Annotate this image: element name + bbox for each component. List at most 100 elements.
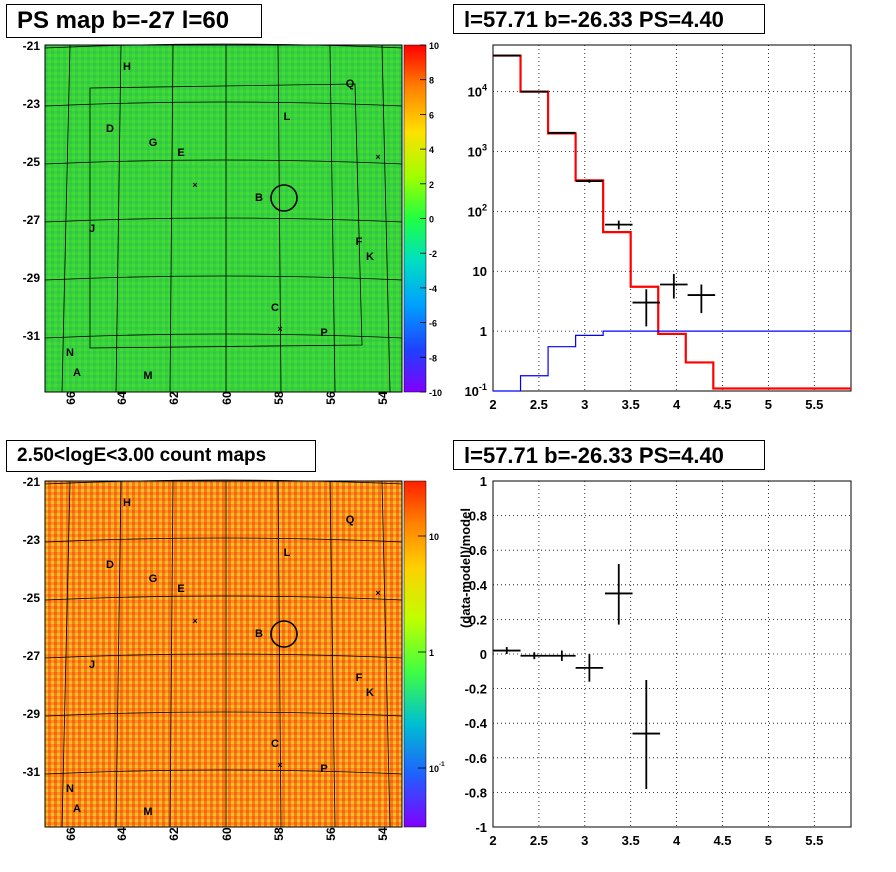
count-map-frame xyxy=(44,480,403,828)
source-label: F xyxy=(356,672,363,684)
y-tick-label: -21 xyxy=(23,39,41,53)
residual-y-axis-label: (data-model)/model xyxy=(458,508,473,628)
x-tick-label: 66 xyxy=(64,391,78,405)
source-label: E xyxy=(177,583,184,595)
spectrum-y-tick-label: 103 xyxy=(467,142,487,159)
spectrum-background-line xyxy=(493,330,851,392)
x-tick-label: 54 xyxy=(376,827,390,841)
residual-y-tick-label: -0.6 xyxy=(465,751,487,766)
colorbar-tick-label: -4 xyxy=(429,284,437,294)
colorbar-tick-label: 10 xyxy=(429,41,439,51)
x-tick-label: 66 xyxy=(64,827,78,841)
residual-x-tick-label: 5.5 xyxy=(805,833,823,848)
source-label: Q xyxy=(346,514,355,526)
y-tick-label: -23 xyxy=(23,533,41,547)
spectrum-y-tick-label: 104 xyxy=(467,83,487,100)
spectrum-x-tick-label: 2.5 xyxy=(530,397,548,412)
y-tick-label: -21 xyxy=(23,475,41,489)
spectrum-title: l=57.71 b=-26.33 PS=4.40 xyxy=(453,4,765,34)
y-tick-label: -23 xyxy=(23,97,41,111)
residual-y-tick-label: 0.8 xyxy=(469,509,487,524)
residual-x-tick-label: 2.5 xyxy=(530,833,548,848)
source-label: A xyxy=(73,367,81,379)
source-label: G xyxy=(149,137,158,149)
residual-x-tick-label: 2 xyxy=(489,833,496,848)
y-tick-label: -25 xyxy=(23,591,41,605)
x-tick-label: 62 xyxy=(167,391,181,405)
ps-map-title: PS map b=-27 l=60 xyxy=(6,4,262,38)
source-marker: × xyxy=(192,180,197,190)
source-label: G xyxy=(149,573,158,585)
source-label: C xyxy=(271,738,279,750)
residual-x-tick-label: 3.5 xyxy=(622,833,640,848)
source-label: Q xyxy=(346,78,355,90)
source-label: N xyxy=(66,783,74,795)
source-label: E xyxy=(177,147,184,159)
source-label: K xyxy=(366,687,374,699)
x-tick-label: 54 xyxy=(376,391,390,405)
source-marker: × xyxy=(375,588,380,598)
source-label: K xyxy=(366,251,374,263)
source-label: D xyxy=(106,123,114,135)
residual-y-tick-label: -0.2 xyxy=(465,682,487,697)
residual-y-tick-label: 0.4 xyxy=(469,578,488,593)
residual-x-tick-label: 5 xyxy=(765,833,772,848)
source-label: B xyxy=(255,192,263,204)
residual-x-tick-label: 4 xyxy=(673,833,681,848)
y-tick-label: -27 xyxy=(23,649,41,663)
spectrum-frame xyxy=(492,44,852,392)
residual-x-tick-label: 3 xyxy=(581,833,588,848)
colorbar-tick-label: 8 xyxy=(429,76,434,86)
spectrum-y-tick-label: 10 xyxy=(473,264,487,279)
source-label: C xyxy=(271,302,279,314)
residual-y-tick-label: -0.8 xyxy=(465,785,487,800)
count-map-title: 2.50<logE<3.00 count maps xyxy=(6,440,316,472)
residual-x-tick-label: 4.5 xyxy=(713,833,731,848)
x-tick-label: 56 xyxy=(324,827,338,841)
source-marker: × xyxy=(192,616,197,626)
count-map-y-ticks: -21 -23 -25 -27 -29 -31 xyxy=(23,475,41,779)
colorbar-tick-label: -6 xyxy=(429,319,437,329)
ps-map-heatmap xyxy=(45,45,402,392)
y-tick-label: -31 xyxy=(23,329,41,343)
count-map-x-ticks: 66 64 62 60 58 56 54 xyxy=(64,827,390,841)
colorbar-tick-label: 10 xyxy=(429,532,439,542)
source-marker: × xyxy=(277,324,282,334)
x-tick-label: 60 xyxy=(220,827,234,841)
colorbar-tick-label: -2 xyxy=(429,249,437,259)
spectrum-x-tick-label: 5.5 xyxy=(805,397,823,412)
count-map-source-labels: H Q L D G E B J FK C P NA M × × × xyxy=(66,497,381,818)
source-marker: × xyxy=(277,760,282,770)
spectrum-x-tick-label: 2 xyxy=(489,397,496,412)
source-label: M xyxy=(143,806,152,818)
y-tick-label: -25 xyxy=(23,155,41,169)
colorbar-tick-label: 1 xyxy=(429,648,434,658)
x-tick-label: 64 xyxy=(115,391,129,405)
spectrum-y-tick-label: 102 xyxy=(467,202,487,219)
spectrum-y-tick-label: 1 xyxy=(480,324,487,339)
count-map-panel: 10 1 10-1 66 64 62 60 58 56 54 -21 -23 -25 -27 -29 -3… xyxy=(23,475,445,841)
source-label: B xyxy=(255,628,263,640)
source-label: L xyxy=(284,547,291,559)
y-tick-label: -29 xyxy=(23,707,41,721)
spectrum-x-tick-label: 4 xyxy=(673,397,681,412)
x-tick-label: 62 xyxy=(167,827,181,841)
spectrum-y-tick-label: 10-1 xyxy=(464,382,487,399)
residual-title: l=57.71 b=-26.33 PS=4.40 xyxy=(453,440,765,470)
ps-map-x-ticks: 66 64 62 60 58 56 54 xyxy=(64,391,390,405)
spectrum-x-tick-label: 4.5 xyxy=(713,397,731,412)
ps-map-grid-lines xyxy=(44,43,403,393)
count-map-source-circle xyxy=(270,620,298,648)
spectrum-x-tick-label: 3 xyxy=(581,397,588,412)
source-label: A xyxy=(73,803,81,815)
spectrum-x-tick-label: 3.5 xyxy=(622,397,640,412)
source-label: J xyxy=(89,223,95,235)
residual-y-tick-label: -1 xyxy=(475,820,487,835)
ps-map-colorbar-ticks: 10 8 6 4 2 0 -2 -4 -6 -8 -10 xyxy=(420,41,442,398)
x-tick-label: 64 xyxy=(115,827,129,841)
colorbar-tick-label: 2 xyxy=(429,180,434,190)
spectrum-x-tick-label: 5 xyxy=(765,397,772,412)
y-tick-label: -29 xyxy=(23,271,41,285)
